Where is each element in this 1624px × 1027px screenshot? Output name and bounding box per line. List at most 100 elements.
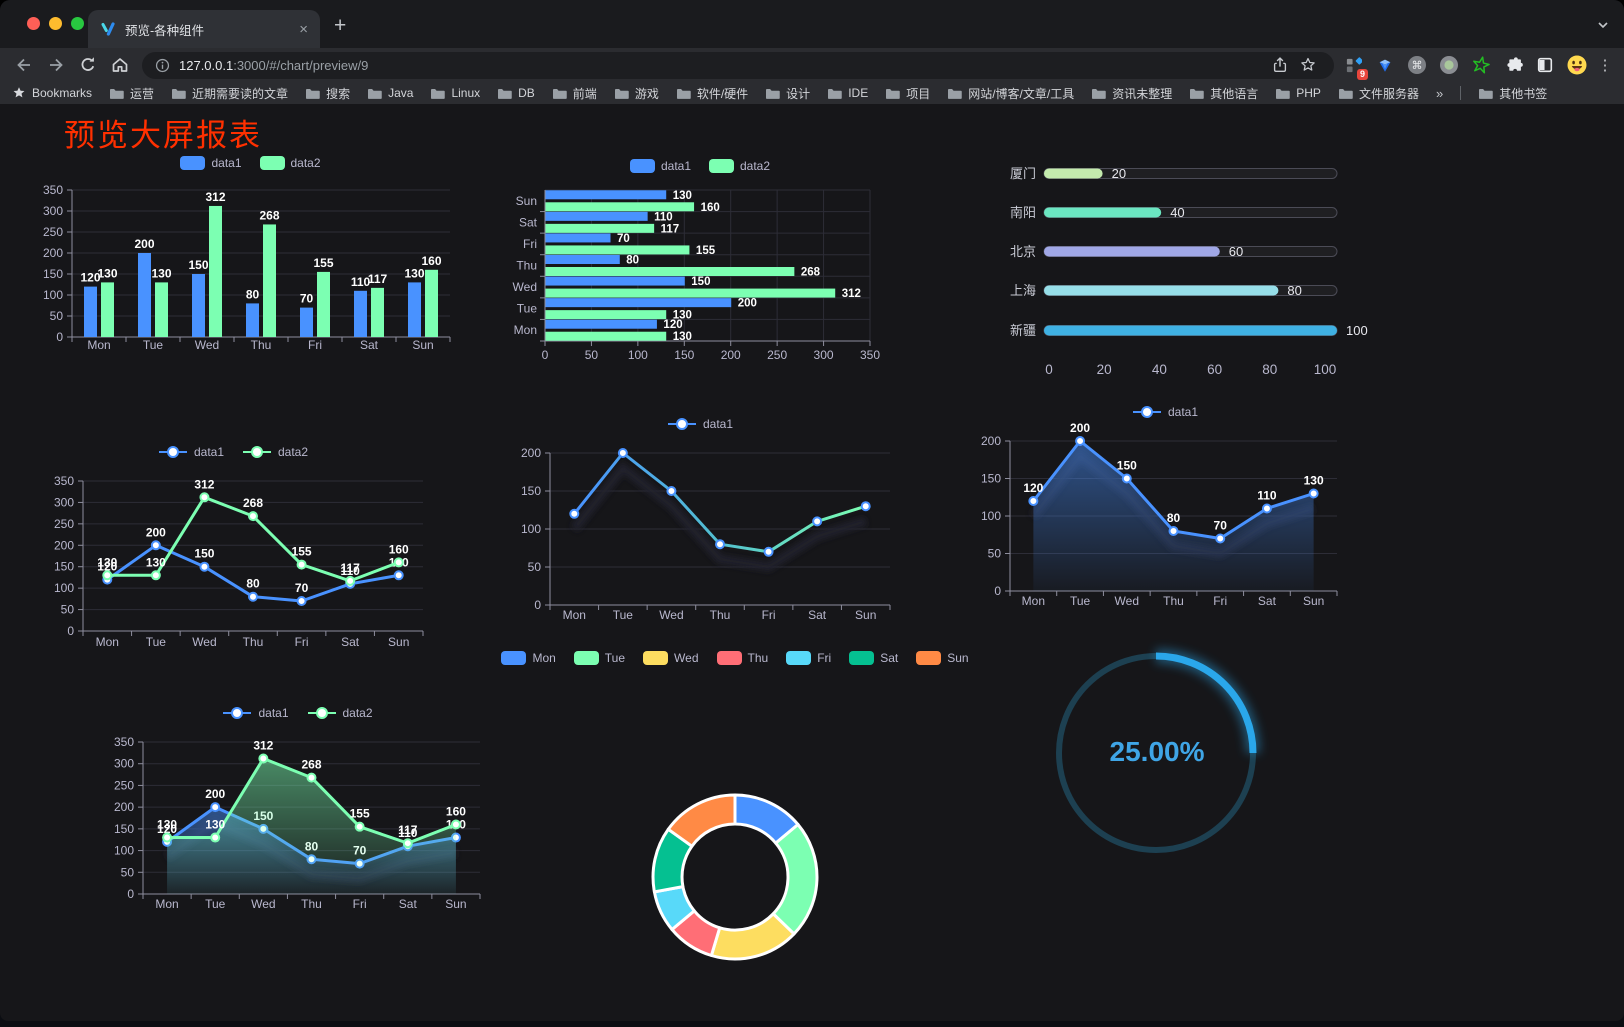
hbar-data2-Wed[interactable] xyxy=(545,288,836,298)
point-data1-Sat[interactable] xyxy=(812,516,823,527)
bookmark-folder[interactable]: 网站/博客/文章/工具 xyxy=(947,85,1074,102)
bar-data2-Sat[interactable] xyxy=(371,287,384,337)
hbar-data1-Wed[interactable] xyxy=(545,276,685,286)
bar-data2-Tue[interactable] xyxy=(155,282,168,337)
reload-button[interactable] xyxy=(72,51,104,79)
legend-item-Sat[interactable]: Sat xyxy=(849,651,898,665)
chart-progress-bars[interactable]: 厦门 20 南阳 40 北京 60 上海 80 新疆 100 0 20 40 60 80 100 xyxy=(1000,162,1368,384)
legend-item-Fri[interactable]: Fri xyxy=(786,651,831,665)
bookmarks-root[interactable]: Bookmarks xyxy=(12,86,92,100)
point-data1-Sun[interactable] xyxy=(860,501,871,512)
point-data1-Tue[interactable] xyxy=(617,448,628,458)
point-data1-Fri[interactable] xyxy=(763,546,774,557)
c-linegrad-canvas[interactable]: 0 50 100 150 200 Mon Tue Wed Thu Fri Sat Sun xyxy=(505,410,895,636)
hbar-data2-Fri[interactable] xyxy=(545,245,690,255)
extension-dot-circle-icon[interactable] xyxy=(1436,52,1462,78)
other-bookmarks-folder[interactable]: 其他书签 xyxy=(1478,85,1547,102)
legend-item-data2[interactable]: data2 xyxy=(259,156,321,170)
share-button[interactable] xyxy=(1266,53,1294,77)
hbar-data2-Thu[interactable] xyxy=(545,267,795,276)
chart-area-two-series[interactable]: data1 data2 0 50 100 150 200 250 300 350 Mon Tue Wed… xyxy=(105,700,490,922)
back-button[interactable] xyxy=(8,51,40,79)
legend-item-data2[interactable]: data2 xyxy=(709,159,770,173)
gauge-chart-canvas[interactable] xyxy=(1040,640,1274,866)
bookmark-folder[interactable]: 资讯未整理 xyxy=(1091,85,1172,102)
point-data1-Sat[interactable] xyxy=(1261,503,1272,514)
point-data2-Thu[interactable] xyxy=(306,772,317,783)
progress-bar-新疆[interactable] xyxy=(1044,325,1337,336)
bookmark-folder[interactable]: 文件服务器 xyxy=(1338,85,1419,102)
hbar-data1-Thu[interactable] xyxy=(545,255,620,264)
legend-item-Thu[interactable]: Thu xyxy=(716,651,768,665)
bookmark-folder[interactable]: Java xyxy=(367,86,413,100)
legend-item-data1[interactable]: data1 xyxy=(1132,405,1198,419)
legend-item-data1[interactable]: data1 xyxy=(180,156,242,170)
bookmark-folder[interactable]: 项目 xyxy=(885,85,930,102)
chart-line-two-series[interactable]: data1 data2 0 50 100 150 200 250 300 350 Mon Tue Wed… xyxy=(38,440,428,662)
tab-search-chevron-icon[interactable] xyxy=(1596,18,1610,32)
point-data1-Tue[interactable] xyxy=(150,540,161,551)
point-data2-Wed[interactable] xyxy=(258,753,269,764)
point-data1-Thu[interactable] xyxy=(248,591,258,602)
point-data1-Wed[interactable] xyxy=(666,486,677,496)
bookmark-folder[interactable]: IDE xyxy=(827,86,868,100)
progress-bar-南阳[interactable] xyxy=(1044,207,1162,218)
hbar-data2-Sat[interactable] xyxy=(545,223,655,233)
chart-donut-pie[interactable]: Mon Tue Wed Thu Fri Sat Sun xyxy=(501,644,969,966)
legend-item-data1[interactable]: data1 xyxy=(158,445,224,459)
bar-data1-Sun[interactable] xyxy=(408,282,421,337)
legend-item-data1[interactable]: data1 xyxy=(667,417,733,431)
bar-data1-Thu[interactable] xyxy=(246,303,259,337)
progress-bar-上海[interactable] xyxy=(1044,285,1279,296)
bar-data2-Mon[interactable] xyxy=(101,282,114,337)
address-bar[interactable]: 127.0.0.1:3000/#/chart/preview/9 xyxy=(142,51,1334,79)
legend-item-data2[interactable]: data2 xyxy=(242,445,308,459)
point-data1-Thu[interactable] xyxy=(715,539,725,550)
legend-item-data2[interactable]: data2 xyxy=(307,706,373,720)
bookmark-folder[interactable]: DB xyxy=(497,86,535,100)
legend-item-Wed[interactable]: Wed xyxy=(643,651,699,665)
legend-item-data1[interactable]: data1 xyxy=(222,706,289,720)
hbar-data1-Fri[interactable] xyxy=(545,233,611,243)
chart-horizontal-bar[interactable]: data1 data2 0 50 100 150 200 250 300 350 Mon Tue Wed… xyxy=(505,150,895,368)
c-line2-canvas[interactable]: 0 50 100 150 200 250 300 350 Mon Tue Wed Thu Fri Sat S… xyxy=(38,440,428,662)
bookmark-star-button[interactable] xyxy=(1294,53,1322,77)
home-button[interactable] xyxy=(104,51,136,79)
point-data2-Sat[interactable] xyxy=(345,575,356,586)
bookmark-folder[interactable]: 搜索 xyxy=(305,85,350,102)
hbar-data1-Sun[interactable] xyxy=(545,190,667,200)
legend-item-Mon[interactable]: Mon xyxy=(501,651,556,665)
bookmark-folder[interactable]: 软件/硬件 xyxy=(676,85,748,102)
bar-data1-Sat[interactable] xyxy=(354,290,367,337)
point-data2-Thu[interactable] xyxy=(248,511,258,522)
point-data1-Fri[interactable] xyxy=(1215,533,1226,544)
extension-grid-icon[interactable]: 9 xyxy=(1340,52,1368,80)
legend-item-Tue[interactable]: Tue xyxy=(573,651,625,665)
point-data1-Sun[interactable] xyxy=(393,570,404,581)
bookmark-folder[interactable]: 前端 xyxy=(552,85,597,102)
site-info-icon[interactable] xyxy=(154,57,171,74)
chart-grouped-bar[interactable]: data1 data2 0 50 100 150 200 250 300 350 Mon Tue Wed… xyxy=(38,150,463,365)
browser-tab[interactable]: 预览-各种组件 × xyxy=(88,10,320,48)
hbar-data2-Tue[interactable] xyxy=(545,310,667,320)
bar-data2-Sun[interactable] xyxy=(425,269,438,337)
hbar-chart-canvas[interactable]: 0 50 100 150 200 250 300 350 Mon Tue Wed Thu Fri Sat S… xyxy=(505,150,895,368)
bar-data2-Thu[interactable] xyxy=(263,224,276,337)
minimize-window-button[interactable] xyxy=(49,17,62,30)
legend-item-data1[interactable]: data1 xyxy=(629,159,691,173)
chart-gauge-progress[interactable]: 25.00% xyxy=(1040,640,1274,866)
bookmark-folder[interactable]: 运营 xyxy=(109,85,154,102)
hbar-data2-Sun[interactable] xyxy=(545,202,695,212)
bookmark-folder[interactable]: 其他语言 xyxy=(1189,85,1258,102)
bookmark-folder[interactable]: Linux xyxy=(430,86,480,100)
point-data2-Fri[interactable] xyxy=(354,821,365,832)
new-tab-button[interactable]: + xyxy=(334,14,347,37)
donut-chart-canvas[interactable] xyxy=(545,644,925,966)
point-data2-Tue[interactable] xyxy=(150,570,161,581)
pie-slice-Tue[interactable] xyxy=(771,823,819,936)
extension-gem-icon[interactable] xyxy=(1372,52,1398,78)
point-data1-Thu[interactable] xyxy=(1168,526,1179,536)
bar-data1-Fri[interactable] xyxy=(300,307,313,337)
point-data2-Mon[interactable] xyxy=(102,570,113,581)
legend-item-Sun[interactable]: Sun xyxy=(916,651,969,665)
